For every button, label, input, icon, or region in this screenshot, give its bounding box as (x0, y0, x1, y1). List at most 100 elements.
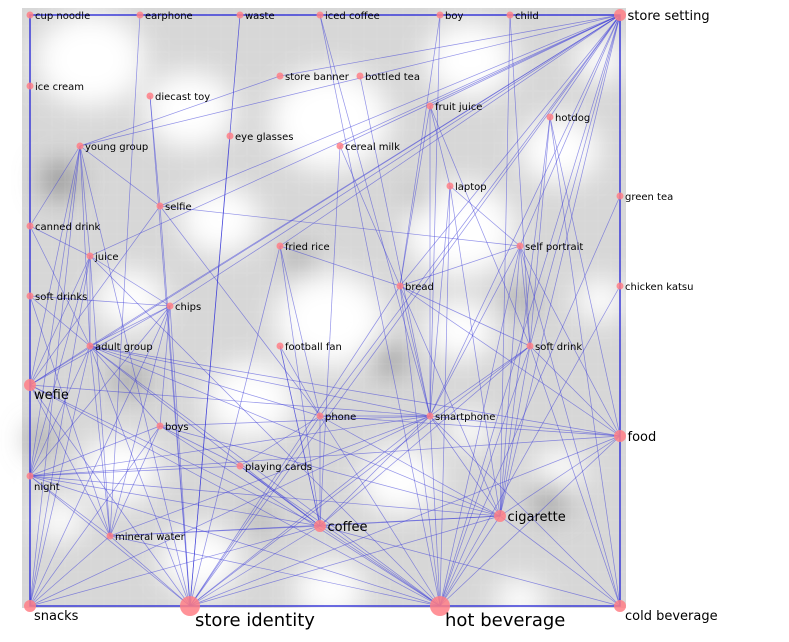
node-marker[interactable] (24, 600, 36, 612)
node-waste[interactable]: waste (236, 11, 275, 22)
node-coffee[interactable]: coffee (314, 520, 368, 535)
node-cold-beverage[interactable]: cold beverage (614, 600, 718, 624)
node-bottled-tea[interactable]: bottled tea (356, 72, 420, 83)
node-marker[interactable] (614, 9, 626, 21)
node-ice-cream[interactable]: ice cream (26, 82, 85, 93)
edge-food-smartphone (429, 415, 621, 437)
node-night[interactable]: night (26, 472, 60, 494)
node-marker[interactable] (86, 252, 94, 260)
node-chicken-katsu[interactable]: chicken katsu (616, 282, 694, 293)
node-boy[interactable]: boy (436, 11, 464, 22)
edge-snacks-juice (29, 255, 91, 607)
node-cup-noodle[interactable]: cup noodle (26, 11, 91, 22)
node-food[interactable]: food (614, 430, 656, 445)
node-marker[interactable] (146, 92, 154, 100)
node-marker[interactable] (26, 292, 34, 300)
node-playing-cards[interactable]: playing cards (236, 462, 312, 473)
node-child[interactable]: child (506, 11, 539, 22)
node-marker[interactable] (26, 472, 34, 480)
node-marker[interactable] (436, 11, 444, 19)
node-phone[interactable]: phone (316, 412, 357, 423)
edge-mineral-water-night (29, 475, 111, 537)
node-football-fan[interactable]: football fan (276, 342, 342, 353)
node-marker[interactable] (136, 11, 144, 19)
node-marker[interactable] (106, 532, 114, 540)
node-chips[interactable]: chips (166, 302, 202, 313)
node-marker[interactable] (276, 72, 284, 80)
edge-bread-cereal-milk (339, 145, 401, 287)
node-cigarette[interactable]: cigarette (494, 510, 566, 525)
node-marker[interactable] (26, 11, 34, 19)
node-marker[interactable] (426, 102, 434, 110)
node-hotdog[interactable]: hotdog (546, 113, 591, 124)
node-hot-beverage[interactable]: hot beverage (430, 596, 565, 631)
node-marker[interactable] (166, 302, 174, 310)
node-store-banner[interactable]: store banner (276, 72, 350, 83)
node-marker[interactable] (226, 132, 234, 140)
edge-coffee-night (29, 475, 321, 527)
node-mineral-water[interactable]: mineral water (106, 532, 186, 543)
node-laptop[interactable]: laptop (446, 182, 487, 193)
node-marker[interactable] (446, 182, 454, 190)
node-marker[interactable] (26, 222, 34, 230)
node-green-tea[interactable]: green tea (616, 192, 674, 203)
node-marker[interactable] (180, 596, 200, 616)
edge-store-setting-cereal-milk (339, 14, 621, 147)
node-cereal-milk[interactable]: cereal milk (336, 142, 401, 153)
node-marker[interactable] (426, 412, 434, 420)
node-marker[interactable] (314, 520, 326, 532)
node-marker[interactable] (616, 282, 624, 290)
node-soft-drinks[interactable]: soft drinks (26, 292, 88, 303)
node-marker[interactable] (276, 242, 284, 250)
node-adult-group[interactable]: adult group (86, 342, 153, 353)
node-selfie[interactable]: selfie (156, 202, 192, 213)
node-fried-rice[interactable]: fried rice (276, 242, 330, 253)
node-marker[interactable] (236, 11, 244, 19)
node-marker[interactable] (76, 142, 84, 150)
node-marker[interactable] (156, 202, 164, 210)
node-eye-glasses[interactable]: eye glasses (226, 132, 294, 143)
node-snacks[interactable]: snacks (24, 600, 79, 624)
edge-food-adult-group (89, 345, 621, 437)
node-earphone[interactable]: earphone (136, 11, 193, 22)
node-smartphone[interactable]: smartphone (426, 412, 496, 423)
node-young-group[interactable]: young group (76, 142, 149, 153)
node-marker[interactable] (236, 462, 244, 470)
node-marker[interactable] (156, 422, 164, 430)
node-store-identity[interactable]: store identity (180, 596, 315, 631)
node-iced-coffee[interactable]: iced coffee (316, 11, 380, 22)
node-diecast-toy[interactable]: diecast toy (146, 92, 211, 103)
node-boys[interactable]: boys (156, 422, 189, 433)
node-marker[interactable] (614, 600, 626, 612)
node-self-portrait[interactable]: self portrait (516, 242, 584, 253)
node-marker[interactable] (316, 11, 324, 19)
node-marker[interactable] (526, 342, 534, 350)
node-marker[interactable] (356, 72, 364, 80)
node-bread[interactable]: bread (396, 282, 434, 293)
node-marker[interactable] (26, 82, 34, 90)
node-marker[interactable] (24, 379, 36, 391)
node-canned-drink[interactable]: canned drink (26, 222, 101, 233)
node-marker[interactable] (316, 412, 324, 420)
node-wefie[interactable]: wefie (24, 379, 69, 403)
edge-mineral-water-adult-group (89, 345, 111, 537)
node-marker[interactable] (506, 11, 514, 19)
node-marker[interactable] (516, 242, 524, 250)
node-marker[interactable] (336, 142, 344, 150)
node-label: boys (165, 422, 189, 433)
node-marker[interactable] (616, 192, 624, 200)
node-marker[interactable] (86, 342, 94, 350)
node-store-setting[interactable]: store setting (614, 9, 710, 24)
edge-store-identity-night (29, 475, 191, 607)
node-marker[interactable] (494, 510, 506, 522)
node-marker[interactable] (276, 342, 284, 350)
node-fruit-juice[interactable]: fruit juice (426, 102, 483, 113)
edge-store-setting-hotdog (549, 14, 621, 118)
node-soft-drink[interactable]: soft drink (526, 342, 583, 353)
edge-cigarette-store-setting (499, 14, 621, 517)
node-marker[interactable] (614, 430, 626, 442)
node-marker[interactable] (546, 113, 554, 121)
node-marker[interactable] (430, 596, 450, 616)
node-juice[interactable]: juice (86, 252, 119, 263)
node-marker[interactable] (396, 282, 404, 290)
